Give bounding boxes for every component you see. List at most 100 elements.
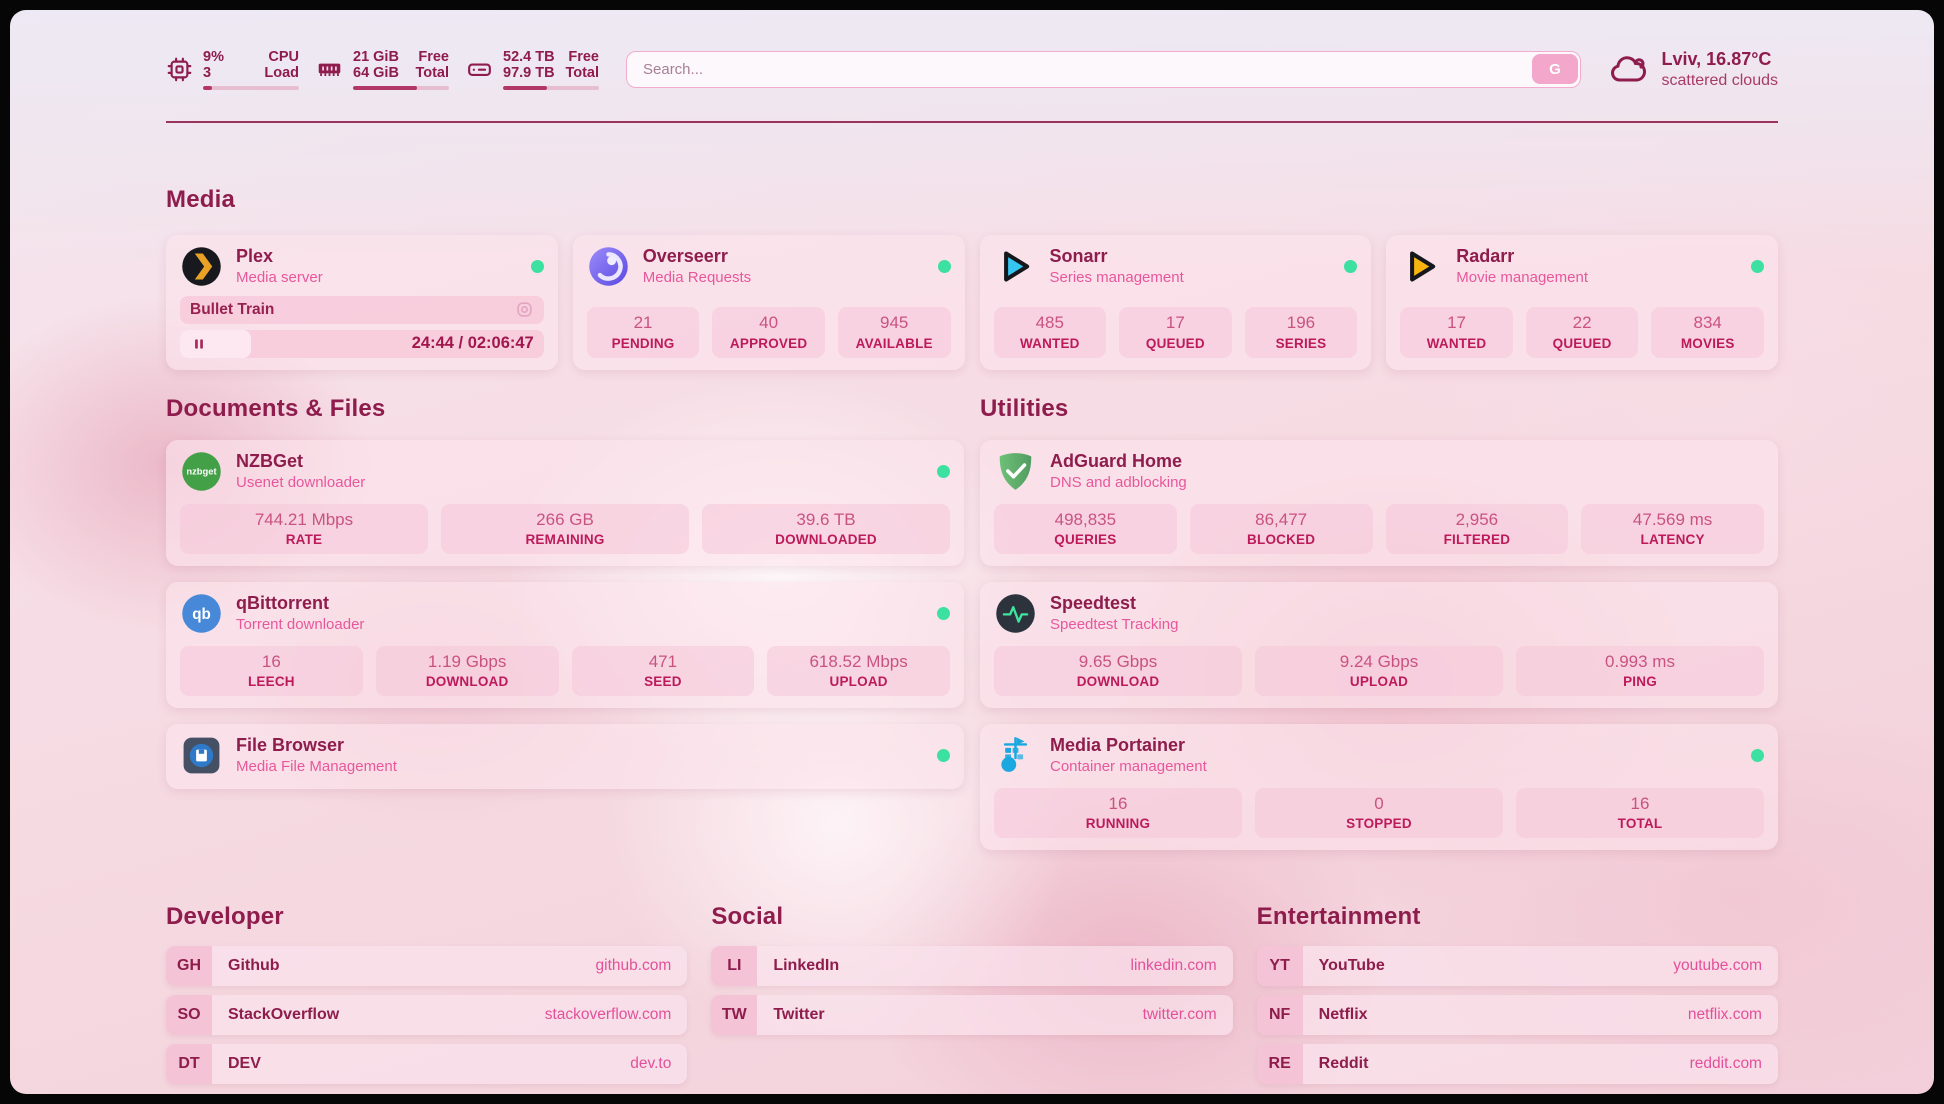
stat-box: 618.52 Mbps UPLOAD (767, 645, 950, 696)
resource-row: 97.9 TB Total (503, 65, 599, 81)
stat-label: MOVIES (1680, 335, 1735, 351)
service-card-plex[interactable]: Plex Media server Bullet Train 24:44 / 0… (166, 234, 558, 370)
stat-value: 0 (1374, 793, 1384, 813)
stat-label: PING (1623, 673, 1657, 689)
bookmark-item-stackoverflow[interactable]: SO StackOverflow stackoverflow.com (166, 994, 688, 1035)
media-card-grid: Plex Media server Bullet Train 24:44 / 0… (166, 234, 1778, 370)
bookmark-item-netflix[interactable]: NF Netflix netflix.com (1256, 994, 1778, 1035)
disk-icon (466, 56, 493, 83)
stat-label: WANTED (1426, 335, 1487, 351)
bookmark-abbr: LI (711, 945, 758, 986)
bookmark-url: netflix.com (1687, 1005, 1762, 1023)
search-input[interactable] (626, 50, 1582, 88)
resource-row: 9% CPU (203, 49, 299, 65)
stats-row: 16 RUNNING 0 STOPPED 16 TOTAL (994, 777, 1764, 838)
service-name: File Browser (236, 735, 345, 756)
stat-box: 834 MOVIES (1651, 307, 1764, 358)
stat-box: 196 SERIES (1244, 307, 1358, 358)
status-dot-online (1751, 748, 1764, 762)
bookmark-url: stackoverflow.com (544, 1005, 672, 1023)
service-subtitle: Media Requests (642, 268, 752, 286)
stat-label: REMAINING (525, 531, 605, 547)
bookmark-name: LinkedIn (773, 956, 840, 974)
resource-progress-track (203, 85, 299, 90)
stats-row: 21 PENDING 40 APPROVED 945 AVAILABLE (586, 296, 951, 358)
bookmark-name: YouTube (1318, 956, 1385, 974)
memory-icon (316, 56, 343, 83)
stat-value: 47.569 ms (1632, 509, 1713, 529)
service-card-nzbget[interactable]: nzbget NZBGet Usenet downloader 744.21 M… (166, 439, 964, 566)
stats-row: 498,835 QUERIES 86,477 BLOCKED 2,956 FIL… (994, 493, 1764, 554)
stat-value: 17 (1165, 313, 1185, 333)
bookmark-item-github[interactable]: GH Github github.com (166, 945, 688, 986)
service-card-adguard-home[interactable]: AdGuard Home DNS and adblocking 498,835 … (980, 439, 1778, 566)
documents-cards: nzbget NZBGet Usenet downloader 744.21 M… (166, 439, 964, 789)
resource-value: 52.4 TB (503, 48, 555, 65)
bookmark-abbr: GH (166, 945, 212, 986)
resource-label: CPU (268, 48, 299, 65)
stat-box: 2,956 FILTERED (1385, 503, 1569, 554)
bookmark-abbr: SO (166, 994, 212, 1035)
service-card-file-browser[interactable]: File Browser Media File Management (166, 723, 964, 789)
service-card-qbittorrent[interactable]: qb qBittorrent Torrent downloader 16 LEE… (166, 581, 964, 708)
service-subtitle: Container management (1050, 757, 1207, 775)
stat-box: 266 GB REMAINING (441, 503, 689, 554)
stat-box: 86,477 BLOCKED (1189, 503, 1373, 554)
bookmark-name: StackOverflow (228, 1005, 340, 1023)
stat-label: PENDING (611, 335, 675, 351)
stat-label: AVAILABLE (855, 335, 933, 351)
stats-row: 485 WANTED 17 QUEUED 196 SERIES (993, 296, 1358, 358)
stat-value: 471 (648, 651, 678, 671)
bookmark-item-youtube[interactable]: YT YouTube youtube.com (1256, 945, 1778, 986)
stat-box: 22 QUEUED (1525, 307, 1639, 358)
resource-value: 64 GiB (353, 64, 399, 81)
search-provider-button[interactable]: G (1531, 54, 1578, 85)
stat-box: 40 APPROVED (712, 307, 825, 358)
status-dot-online (937, 748, 950, 762)
bookmark-url: reddit.com (1689, 1054, 1762, 1072)
stat-label: APPROVED (729, 335, 808, 351)
service-card-speedtest[interactable]: Speedtest Speedtest Tracking 9.65 Gbps D… (980, 581, 1778, 708)
bookmark-name: Reddit (1318, 1054, 1369, 1072)
bookmark-item-dev[interactable]: DT DEV dev.to (166, 1043, 688, 1084)
service-subtitle: Series management (1049, 268, 1184, 286)
stat-label: SEED (644, 673, 682, 689)
stat-label: QUEUED (1145, 335, 1205, 351)
pause-button[interactable] (190, 335, 208, 353)
service-name: qBittorrent (236, 593, 329, 614)
playback-progress-bar: 24:44 / 02:06:47 (180, 329, 544, 358)
bookmark-abbr: YT (1256, 945, 1303, 986)
weather-condition: scattered clouds (1661, 71, 1778, 89)
service-name: Radarr (1456, 246, 1515, 267)
service-subtitle: Movie management (1456, 268, 1588, 286)
stat-value: 834 (1693, 313, 1722, 333)
status-dot-online (530, 259, 544, 273)
stat-box: 39.6 TB DOWNLOADED (702, 503, 950, 554)
status-dot-online (937, 464, 950, 478)
resource-progress-fill (503, 85, 548, 90)
stat-label: UPLOAD (829, 673, 888, 689)
stat-value: 744.21 Mbps (254, 509, 354, 529)
cpu-icon (166, 56, 193, 83)
resource-progress-track (353, 85, 449, 90)
bookmark-item-twitter[interactable]: TW Twitter twitter.com (711, 994, 1233, 1035)
service-card-sonarr[interactable]: Sonarr Series management 485 WANTED 17 Q… (979, 234, 1372, 370)
service-card-overseerr[interactable]: Overseerr Media Requests 21 PENDING 40 A… (572, 234, 965, 370)
stat-label: DOWNLOADED (775, 531, 877, 547)
bookmark-item-linkedin[interactable]: LI LinkedIn linkedin.com (711, 945, 1233, 986)
stat-value: 498,835 (1054, 509, 1117, 529)
stat-label: QUEUED (1552, 335, 1612, 351)
resource-row: 3 Load (203, 65, 299, 81)
stat-value: 1.19 Gbps (427, 651, 507, 671)
bookmark-list: GH Github github.com SO StackOverflow st… (166, 945, 688, 1084)
stat-box: 21 PENDING (586, 307, 700, 358)
stats-row: 16 LEECH 1.19 Gbps DOWNLOAD 471 SEED 618… (180, 635, 950, 696)
stat-label: LEECH (247, 673, 295, 689)
bookmark-group-social: Social LI LinkedIn linkedin.com TW Twitt… (711, 902, 1233, 1084)
service-card-radarr[interactable]: Radarr Movie management 17 WANTED 22 QUE… (1386, 234, 1778, 370)
stat-label: BLOCKED (1247, 531, 1316, 547)
now-playing-icon[interactable] (515, 300, 534, 319)
service-card-media-portainer[interactable]: Media Portainer Container management 16 … (980, 723, 1778, 850)
resource-value: 9% (203, 48, 224, 65)
bookmark-item-reddit[interactable]: RE Reddit reddit.com (1256, 1043, 1778, 1084)
